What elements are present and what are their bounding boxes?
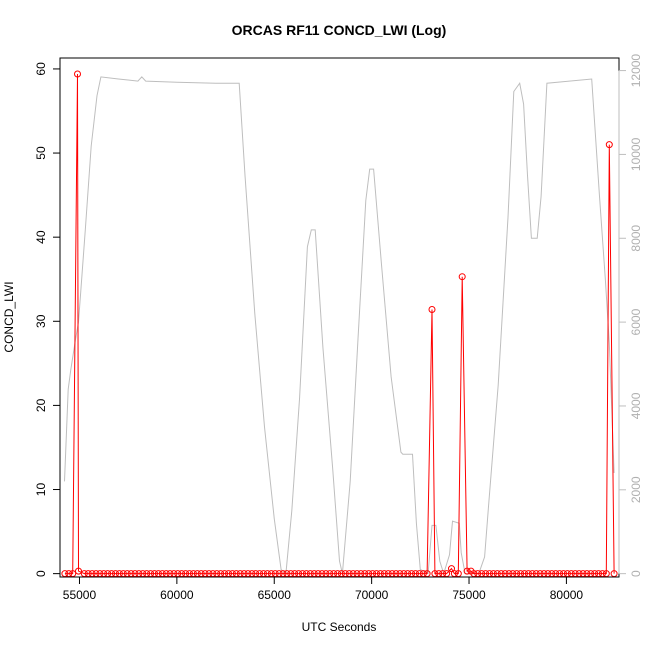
concd-point	[458, 273, 466, 281]
y-tick-label: 60	[34, 62, 48, 76]
y2-tick-label: 8000	[629, 225, 643, 252]
y2-tick-label: 10000	[629, 137, 643, 171]
x-tick-label: 65000	[258, 588, 292, 602]
concd-point	[463, 567, 471, 575]
altitude-line	[64, 76, 615, 576]
y2-tick-label: 6000	[629, 308, 643, 335]
y-axis-left: 0 10 20 30 40 50 60	[34, 62, 61, 577]
altitude-line-layer	[64, 76, 615, 576]
x-tick-label: 75000	[452, 588, 486, 602]
concd-point	[448, 565, 455, 573]
y-tick-label: 40	[34, 230, 48, 244]
y-axis-right: 0 2000 4000 6000 8000 10000 12000	[618, 54, 643, 577]
x-tick-label: 70000	[355, 588, 389, 602]
y-tick-label: 20	[34, 398, 48, 412]
concd-point	[605, 141, 613, 149]
concd-point	[74, 70, 81, 78]
concd-point	[428, 306, 436, 313]
y2-tick-label: 4000	[629, 392, 643, 419]
y-axis-label: CONCD_LWI	[2, 281, 16, 352]
y2-tick-label: 2000	[629, 476, 643, 503]
concd-series-layer	[61, 70, 618, 578]
x-tick-label: 80000	[550, 588, 584, 602]
concd-point	[75, 567, 82, 575]
y-tick-label: 10	[34, 483, 48, 497]
plot-frame	[59, 57, 620, 578]
y-tick-label: 30	[34, 314, 48, 328]
y-tick-label: 0	[34, 570, 48, 577]
x-axis: 55000 60000 65000 70000 75000 80000	[63, 576, 584, 602]
x-tick-label: 60000	[160, 588, 194, 602]
x-tick-label: 55000	[63, 588, 97, 602]
y-tick-label: 50	[34, 146, 48, 160]
chart-title: ORCAS RF11 CONCD_LWI (Log)	[232, 22, 447, 38]
concd-line	[64, 73, 615, 575]
y2-tick-label: 0	[629, 570, 643, 577]
y2-tick-label: 12000	[629, 54, 643, 88]
x-axis-label: UTC Seconds	[302, 620, 377, 634]
